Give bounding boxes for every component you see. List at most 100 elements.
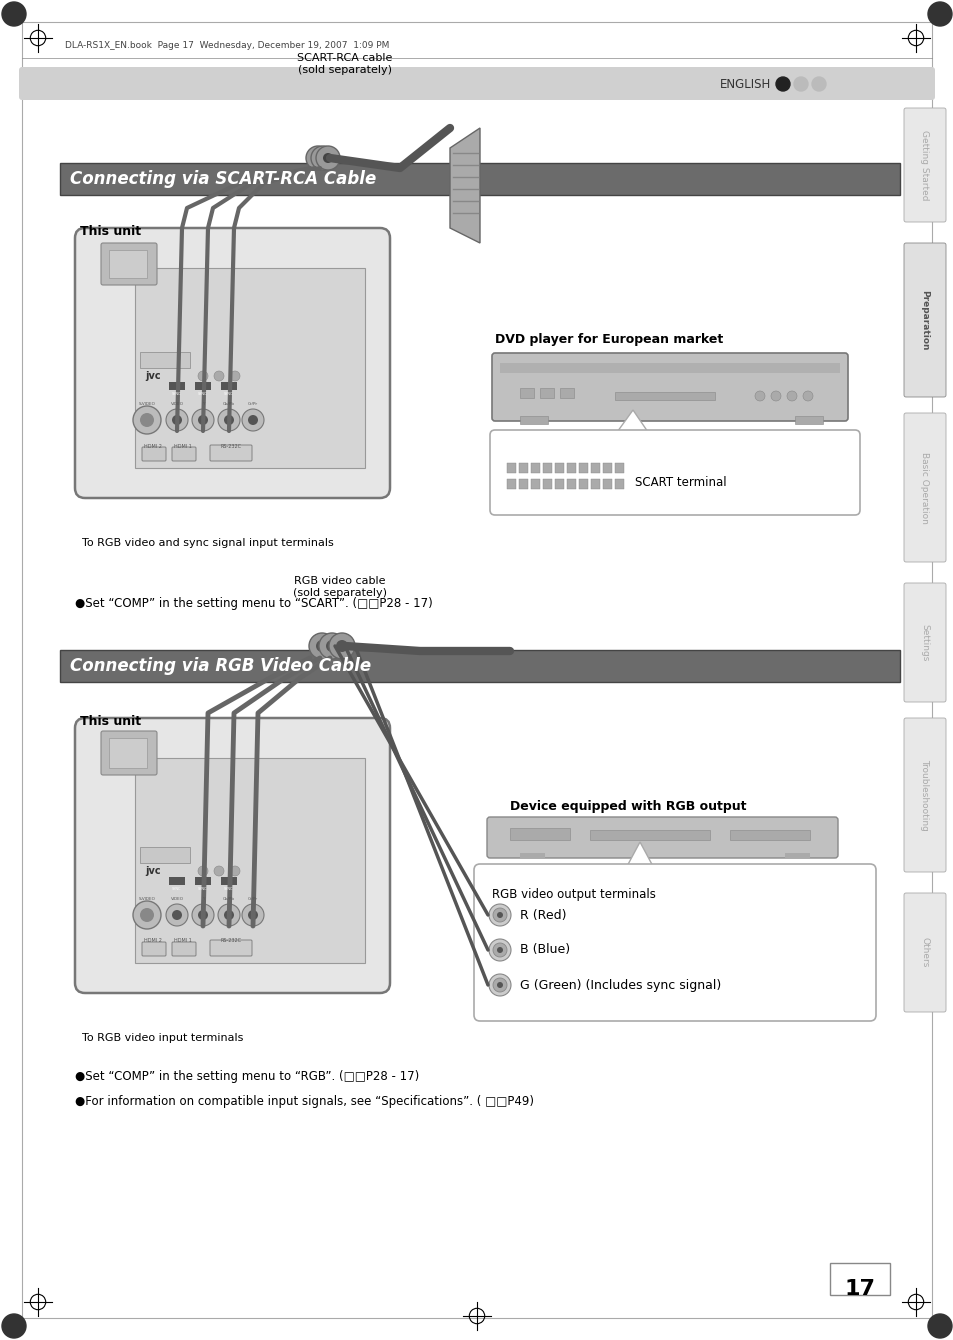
Text: Cb/Pb: Cb/Pb [223,402,234,406]
Bar [542,464,552,473]
Circle shape [248,910,257,921]
Circle shape [224,415,233,425]
Bar [729,829,809,840]
Text: RS-232C: RS-232C [220,444,241,449]
Text: SYNC: SYNC [224,887,233,891]
Circle shape [927,1,951,25]
Circle shape [770,391,781,401]
Text: R (Red): R (Red) [519,909,566,922]
Text: HDMI 2: HDMI 2 [144,938,162,943]
Bar [602,478,612,489]
Bar [135,758,365,963]
Bar [578,478,587,489]
FancyBboxPatch shape [492,352,847,421]
Circle shape [326,641,337,653]
Text: HDMI 1: HDMI 1 [173,938,192,943]
Circle shape [172,415,182,425]
Text: ENGLISH: ENGLISH [720,78,770,91]
Polygon shape [624,842,655,870]
Circle shape [315,146,339,170]
Bar [578,464,587,473]
Circle shape [132,900,161,929]
Circle shape [172,910,182,921]
Circle shape [242,409,264,431]
Text: Device equipped with RGB output: Device equipped with RGB output [510,800,745,813]
Bar [518,478,527,489]
Circle shape [317,153,328,163]
Text: RGB video output terminals: RGB video output terminals [492,888,656,900]
Text: Cr/Pr: Cr/Pr [248,896,258,900]
Text: Basic Operation: Basic Operation [920,452,928,524]
Circle shape [166,905,188,926]
FancyBboxPatch shape [172,942,195,955]
Circle shape [497,947,502,953]
Text: This unit: This unit [80,225,141,239]
Text: VIDEO: VIDEO [171,402,183,406]
Circle shape [811,76,825,91]
Text: SYNC: SYNC [172,393,182,397]
Bar [531,464,539,473]
FancyBboxPatch shape [903,583,945,702]
Circle shape [140,909,153,922]
Bar [615,393,714,401]
FancyBboxPatch shape [490,430,859,515]
Text: B (Blue): B (Blue) [519,943,570,957]
FancyBboxPatch shape [486,817,837,858]
FancyBboxPatch shape [210,939,252,955]
Circle shape [198,415,208,425]
Bar [784,854,809,858]
Bar [829,1264,889,1294]
Bar [519,389,534,398]
Bar [140,847,190,863]
Circle shape [166,409,188,431]
Bar [506,464,516,473]
Bar [615,478,623,489]
Text: SCART-RCA cable
(sold separately): SCART-RCA cable (sold separately) [297,54,393,75]
Bar [169,382,185,390]
FancyBboxPatch shape [101,243,157,285]
Circle shape [306,146,330,170]
Text: jvc: jvc [145,371,161,381]
Bar [519,415,547,423]
Text: SYNC: SYNC [198,393,208,397]
Text: S-VIDEO: S-VIDEO [138,402,155,406]
FancyBboxPatch shape [142,448,166,461]
Circle shape [493,909,506,922]
Bar [615,464,623,473]
Text: RS-232C: RS-232C [220,938,241,943]
Polygon shape [450,129,479,243]
Text: 17: 17 [843,1278,875,1298]
Text: Others: Others [920,937,928,967]
Bar [566,464,576,473]
Text: To RGB video input terminals: To RGB video input terminals [82,1033,243,1043]
Circle shape [775,76,789,91]
Circle shape [192,905,213,926]
Bar [539,389,554,398]
Circle shape [497,982,502,988]
FancyBboxPatch shape [172,448,195,461]
Bar [589,829,709,840]
Text: DLA-RS1X_EN.book  Page 17  Wednesday, December 19, 2007  1:09 PM: DLA-RS1X_EN.book Page 17 Wednesday, Dece… [65,42,389,51]
Bar [590,464,599,473]
Circle shape [309,632,335,659]
Text: SYNC: SYNC [172,887,182,891]
Circle shape [489,939,511,961]
Circle shape [493,943,506,957]
Circle shape [497,913,502,918]
Text: Troubleshooting: Troubleshooting [920,758,928,831]
FancyBboxPatch shape [75,718,390,993]
Bar [60,163,899,196]
Bar [559,389,574,398]
Circle shape [213,866,224,876]
Text: SYNC: SYNC [198,887,208,891]
Circle shape [242,905,264,926]
Circle shape [786,391,796,401]
Bar [542,478,552,489]
Bar [169,876,185,884]
Text: SYNC: SYNC [224,393,233,397]
Circle shape [489,974,511,996]
Circle shape [248,415,257,425]
Circle shape [224,910,233,921]
Text: HDMI 2: HDMI 2 [144,444,162,449]
Bar [518,464,527,473]
